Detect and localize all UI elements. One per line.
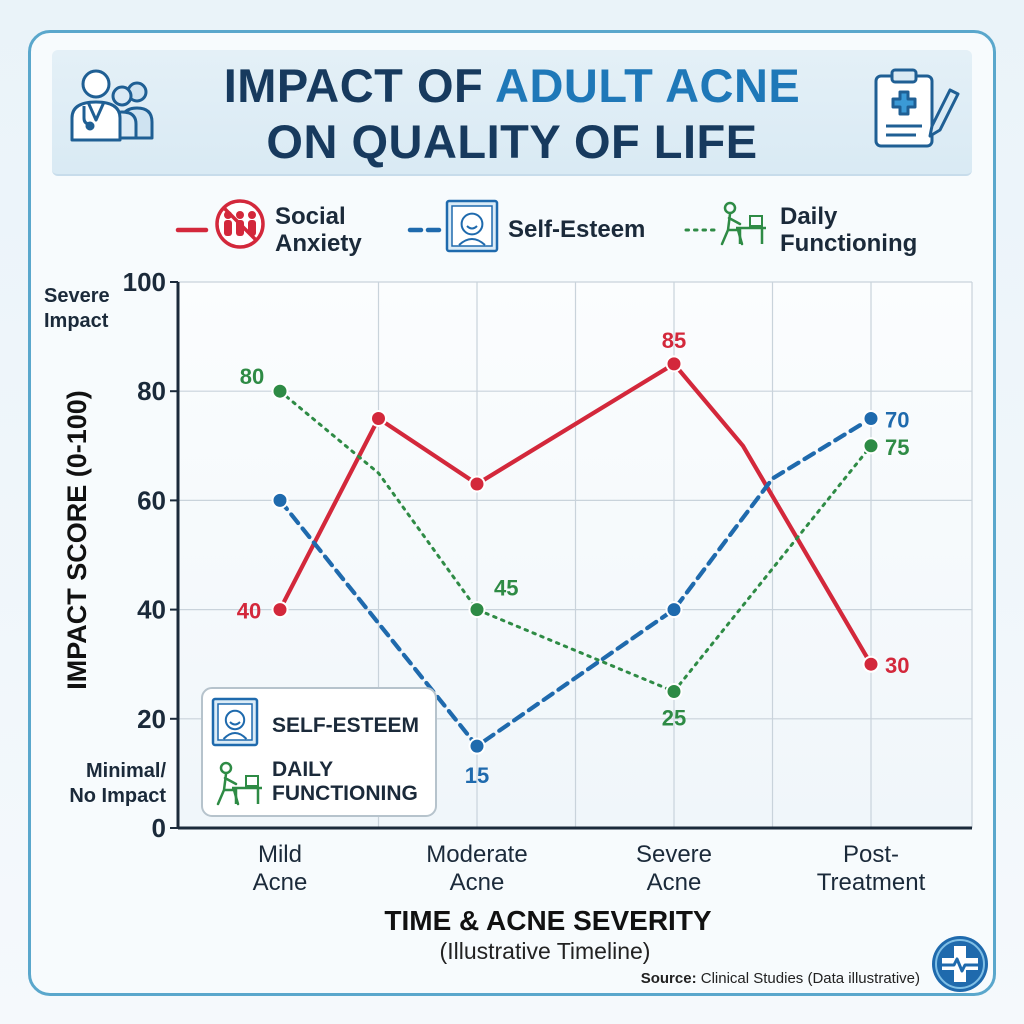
- x-tick-label-line: Severe: [636, 841, 712, 868]
- data-point: [271, 491, 289, 509]
- y-tick-label: 100: [123, 267, 166, 297]
- legend-label: Social: [275, 203, 346, 230]
- x-axis-subtitle: (Illustrative Timeline): [440, 938, 651, 964]
- legend-label: Functioning: [780, 230, 917, 257]
- data-label: 25: [662, 706, 686, 731]
- inset-legend-box: [201, 687, 437, 817]
- data-point: [468, 601, 486, 619]
- doctor-with-patients-icon: [66, 62, 160, 151]
- y-axis-title: IMPACT SCORE (0-100): [62, 390, 92, 690]
- data-point: [665, 683, 683, 700]
- axis-titles: IMPACT SCORE (0-100) TIME & ACNE SEVERITY…: [44, 285, 712, 964]
- inset-legend-label: FUNCTIONING: [272, 782, 418, 805]
- data-label: 80: [240, 364, 264, 389]
- y-annotation-top: Severe: [44, 285, 110, 307]
- x-tick-label-line: Acne: [647, 869, 702, 896]
- data-label: 15: [465, 763, 489, 788]
- no-crowd-icon: [215, 199, 265, 249]
- data-point: [862, 655, 880, 673]
- y-tick-label: 80: [137, 376, 166, 406]
- data-point: [468, 475, 486, 493]
- data-label: 45: [494, 576, 518, 601]
- medical-cross-pulse-icon: [930, 934, 990, 999]
- y-annotation-top: Impact: [44, 310, 109, 332]
- title-band: [52, 50, 972, 176]
- series-line: [277, 361, 874, 667]
- inset-legend-label: SELF-ESTEEM: [272, 714, 419, 737]
- chart-title: IMPACT OF ADULT ACNE ON QUALITY OF LIFE: [160, 58, 864, 170]
- title-line1-plain: IMPACT OF: [223, 59, 496, 112]
- x-tick-label-line: Moderate: [426, 841, 527, 868]
- data-point: [862, 437, 880, 455]
- y-tick-label: 40: [137, 595, 166, 625]
- person-at-desk-icon: [720, 201, 766, 246]
- medical-clipboard-icon: [870, 66, 960, 155]
- data-point: [665, 601, 683, 619]
- title-line1-accent: ADULT ACNE: [495, 59, 801, 112]
- series-layer: [271, 355, 880, 755]
- x-tick-label-line: Treatment: [817, 869, 926, 896]
- data-label: 40: [237, 599, 261, 624]
- legend-label: Self-Esteem: [508, 216, 645, 243]
- data-point: [468, 737, 486, 755]
- tick-labels: 020406080100MildAcneModerateAcneSevereAc…: [123, 267, 926, 896]
- x-tick-label-line: Acne: [253, 869, 308, 896]
- inset-legend-label: DAILY: [272, 758, 333, 781]
- legend-label: Anxiety: [275, 230, 362, 257]
- x-tick-label-line: Acne: [450, 869, 505, 896]
- series-line: [277, 416, 874, 749]
- data-labels: 40 85 30 15 70 80 45 25 75: [237, 328, 910, 788]
- data-point: [271, 382, 289, 400]
- y-tick-label: 20: [137, 704, 166, 734]
- data-point: [862, 410, 880, 427]
- source-note: Source: Clinical Studies (Data illustrat…: [641, 970, 920, 987]
- portrait-face-icon: [445, 199, 499, 253]
- data-label: 75: [885, 435, 909, 460]
- data-label: 70: [885, 408, 909, 433]
- legend-label: Daily: [780, 203, 838, 230]
- x-tick-label-line: Post-: [843, 841, 899, 868]
- title-line2: ON QUALITY OF LIFE: [266, 115, 758, 168]
- x-tick-label-line: Mild: [258, 841, 302, 868]
- legend-item: Self-Esteem: [407, 199, 645, 253]
- source-label: Source:: [640, 970, 697, 987]
- data-point: [271, 601, 289, 619]
- portrait-face-icon: [211, 697, 259, 747]
- data-label: 30: [885, 653, 909, 678]
- person-at-desk-icon: [216, 761, 262, 806]
- source-text: Clinical Studies (Data illustrative): [700, 970, 920, 987]
- y-annotation-bottom: No Impact: [69, 785, 166, 807]
- data-label: 85: [662, 328, 686, 353]
- x-tick-label: Post-Treatment: [817, 841, 926, 896]
- data-point: [665, 355, 683, 373]
- y-tick-label: 60: [137, 485, 166, 515]
- axes: [176, 282, 972, 830]
- x-axis-title: TIME & ACNE SEVERITY: [384, 905, 712, 936]
- y-annotation-bottom: Minimal/: [86, 760, 166, 782]
- data-point: [370, 410, 387, 427]
- y-tick-label: 0: [152, 813, 166, 843]
